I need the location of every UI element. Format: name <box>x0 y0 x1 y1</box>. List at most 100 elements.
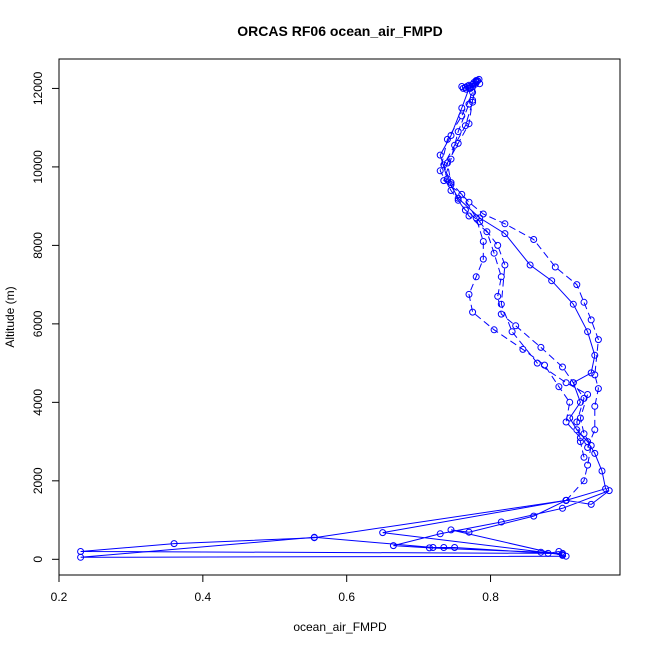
data-point <box>508 328 516 336</box>
data-point <box>598 467 606 475</box>
data-point <box>440 544 448 551</box>
data-point <box>479 210 487 218</box>
y-tick-label: 8000 <box>31 232 45 259</box>
data-point <box>475 75 483 83</box>
x-tick-label: 0.8 <box>482 590 499 604</box>
data-point <box>458 104 466 112</box>
data-point <box>587 369 595 377</box>
data-point <box>472 273 480 281</box>
data-point <box>537 343 545 351</box>
data-point <box>458 112 466 120</box>
series-line <box>443 86 581 439</box>
data-point <box>562 379 570 387</box>
data-point <box>566 398 574 406</box>
x-tick-label: 0.6 <box>338 590 355 604</box>
data-point <box>461 122 469 130</box>
data-point <box>476 218 484 226</box>
data-point <box>479 238 487 245</box>
data-point <box>548 277 556 285</box>
data-point <box>584 444 592 451</box>
data-point <box>77 553 85 561</box>
data-point <box>497 310 505 318</box>
data-point <box>580 477 588 485</box>
series-3 <box>440 83 584 442</box>
data-point <box>447 526 455 534</box>
data-point <box>559 504 566 512</box>
data-point <box>472 214 480 222</box>
data-point <box>454 194 462 202</box>
data-point <box>476 80 484 88</box>
data-point <box>379 529 387 537</box>
data-point <box>465 120 473 128</box>
data-point <box>466 83 474 91</box>
data-point <box>389 542 397 550</box>
series-line <box>446 82 599 448</box>
data-point <box>526 261 534 269</box>
series-line <box>443 80 585 458</box>
plot-frame <box>58 58 621 576</box>
data-point <box>447 132 455 139</box>
data-point <box>576 414 584 422</box>
y-axis: 0 2000 4000 6000 8000 10000 12000 <box>31 71 60 563</box>
data-point <box>501 230 509 238</box>
data-point <box>594 336 602 344</box>
data-point <box>454 128 462 136</box>
data-point <box>469 96 477 104</box>
series-line <box>80 490 610 558</box>
data-point <box>541 361 548 369</box>
data-point <box>605 487 613 495</box>
x-axis-label: ocean_air_FMPD <box>293 620 387 634</box>
data-point <box>465 528 473 536</box>
data-point <box>436 151 444 159</box>
data-point <box>555 383 563 391</box>
data-point <box>562 552 570 560</box>
data-point <box>591 351 599 359</box>
data-point <box>584 328 592 336</box>
data-point <box>580 394 588 402</box>
data-point <box>497 300 505 308</box>
data-point <box>447 155 455 163</box>
data-point <box>594 385 602 393</box>
data-point <box>483 228 491 236</box>
chart-title: ORCAS RF06 ocean_air_FMPD <box>237 23 442 39</box>
data-point <box>469 308 477 316</box>
y-tick-label: 0 <box>31 556 45 563</box>
y-tick-label: 4000 <box>31 389 45 416</box>
data-point <box>573 426 581 434</box>
data-point <box>454 139 462 147</box>
data-point <box>537 548 545 556</box>
data-point <box>447 181 455 189</box>
data-point <box>562 496 570 504</box>
data-point <box>584 391 592 398</box>
series-1 <box>77 487 613 561</box>
data-point <box>490 326 498 334</box>
data-point <box>551 263 559 271</box>
series-line <box>439 92 592 501</box>
y-axis-label: Altitude (m) <box>3 286 17 347</box>
x-tick-label: 0.2 <box>51 590 68 604</box>
data-point <box>461 206 469 214</box>
data-point <box>170 540 178 548</box>
data-point <box>580 453 588 461</box>
data-point <box>469 98 477 106</box>
data-point <box>440 177 448 185</box>
data-point <box>587 316 595 324</box>
data-point <box>462 85 470 93</box>
data-point <box>310 533 318 541</box>
data-point <box>443 159 451 167</box>
data-point <box>454 196 462 204</box>
data-point <box>465 212 473 220</box>
data-point <box>501 220 509 228</box>
data-point <box>591 426 599 434</box>
x-tick-label: 0.4 <box>195 590 212 604</box>
data-point <box>569 379 577 387</box>
y-tick-label: 12000 <box>31 71 45 105</box>
data-point <box>573 281 581 289</box>
data-point <box>573 418 581 426</box>
data-point <box>512 322 520 330</box>
data-point <box>530 512 538 520</box>
data-point <box>591 449 599 457</box>
y-tick-label: 2000 <box>31 467 45 494</box>
data-point <box>584 461 592 469</box>
